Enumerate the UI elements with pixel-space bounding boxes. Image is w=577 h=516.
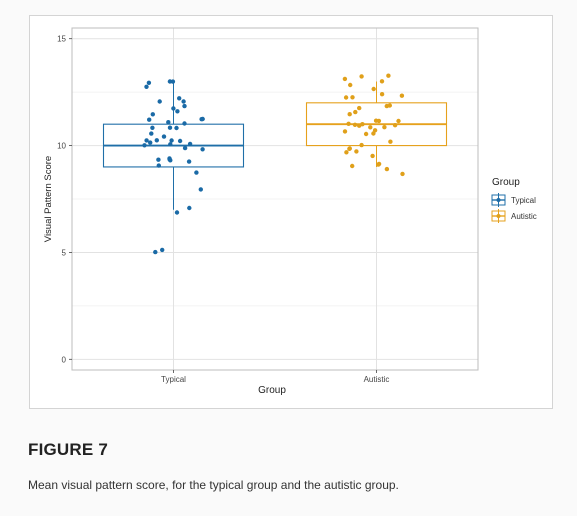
y-tick-label: 0 [62, 355, 67, 364]
legend: Group Typical Autistic [491, 177, 537, 223]
data-point [168, 158, 173, 163]
data-point [161, 134, 167, 139]
axis-layer: 0 5 10 15 Typical Autistic [57, 35, 389, 384]
grid-layer [72, 28, 478, 370]
data-point [386, 73, 391, 78]
data-point [200, 147, 205, 152]
data-point [187, 141, 193, 147]
data-point [200, 116, 205, 122]
data-point [368, 125, 373, 130]
data-point [150, 112, 155, 117]
data-point [396, 118, 401, 124]
data-point [373, 118, 379, 123]
data-point [150, 125, 155, 130]
data-point [399, 93, 405, 98]
data-point [157, 99, 162, 104]
data-point [175, 109, 180, 114]
data-point [194, 170, 199, 175]
data-point [392, 123, 398, 128]
y-tick-label: 10 [57, 142, 66, 151]
data-point [187, 205, 192, 211]
data-point [171, 106, 176, 111]
data-point [350, 95, 355, 100]
x-tick-label: Autistic [364, 375, 390, 384]
data-point [174, 210, 180, 215]
data-point [370, 153, 375, 159]
data-point [359, 142, 364, 148]
data-point [142, 143, 147, 148]
data-point [160, 247, 165, 253]
data-point [182, 145, 188, 151]
data-point [357, 105, 362, 111]
data-point [167, 79, 173, 84]
points-layer [142, 73, 405, 255]
data-point [354, 149, 359, 154]
legend-title: Group [492, 177, 520, 188]
data-point [379, 79, 385, 84]
data-point [382, 125, 387, 130]
data-point [186, 159, 192, 164]
data-point [156, 157, 161, 162]
data-point [352, 122, 358, 128]
data-point [359, 74, 364, 79]
data-point [146, 80, 152, 86]
data-point [357, 123, 362, 128]
data-point [384, 166, 390, 172]
data-point [177, 138, 183, 144]
x-tick-label: Typical [161, 375, 186, 384]
data-point [166, 120, 171, 125]
legend-entry-label: Typical [511, 196, 536, 205]
data-point [148, 140, 153, 145]
data-point [343, 95, 349, 100]
data-point [379, 92, 385, 97]
data-point [169, 138, 174, 143]
boxes-layer [102, 81, 448, 210]
data-point [384, 103, 389, 109]
data-point [144, 138, 149, 143]
data-point [371, 86, 376, 92]
data-point [342, 76, 348, 82]
data-point [363, 131, 369, 137]
data-point [371, 131, 376, 136]
data-point [344, 150, 349, 155]
data-point [144, 84, 149, 90]
figure-frame: 0 5 10 15 Typical Autistic Group Visual Patte… [29, 15, 553, 409]
data-point [182, 103, 187, 109]
data-point [353, 109, 358, 115]
data-point [147, 117, 152, 122]
data-point [400, 171, 405, 177]
legend-key-point [496, 214, 501, 218]
data-point [168, 142, 173, 147]
data-point [174, 125, 179, 131]
data-point [182, 121, 187, 126]
box-plot-chart: 0 5 10 15 Typical Autistic Group Visual Patte… [43, 27, 537, 396]
data-point [347, 146, 352, 151]
data-point [350, 163, 355, 169]
data-point [376, 162, 381, 167]
plot-panel-border [71, 27, 479, 371]
data-point [167, 125, 173, 130]
figure-caption: Mean visual pattern score, for the typic… [28, 478, 399, 492]
legend-key-point [496, 198, 501, 202]
data-point [347, 112, 352, 117]
figure-label: FIGURE 7 [28, 440, 109, 459]
y-tick-label: 5 [62, 248, 67, 257]
data-point [153, 249, 158, 255]
data-point [149, 131, 154, 136]
data-point [346, 121, 351, 127]
data-point [156, 163, 161, 168]
data-point [348, 82, 353, 88]
data-point [388, 139, 393, 144]
x-axis-title: Group [258, 385, 286, 396]
data-point [154, 138, 159, 143]
legend-entry-label: Autistic [511, 212, 537, 221]
data-point [181, 99, 186, 104]
data-point [198, 187, 203, 192]
y-tick-label: 15 [57, 35, 66, 44]
y-axis-title: Visual Pattern Score [43, 156, 54, 242]
data-point [177, 96, 182, 101]
data-point [342, 129, 348, 134]
